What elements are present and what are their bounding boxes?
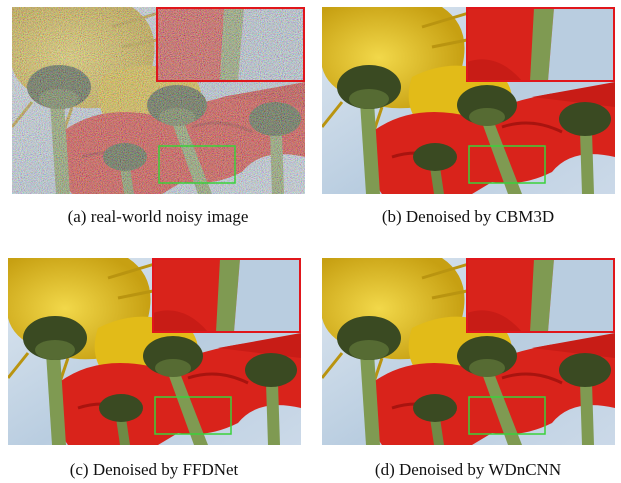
zoom-inset (156, 7, 305, 82)
panel-a (12, 7, 305, 194)
caption-d: (d) Denoised by WDnCNN (374, 460, 562, 479)
roi-box (468, 145, 546, 184)
panel-c (8, 258, 301, 445)
caption-a: (a) real-world noisy image (67, 207, 249, 226)
panel-b (322, 7, 615, 194)
zoom-inset (152, 258, 301, 333)
zoom-inset (466, 258, 615, 333)
zoom-inset (466, 7, 615, 82)
image-wdncnn (322, 258, 615, 445)
caption-b: (b) Denoised by CBM3D (381, 207, 555, 226)
roi-box (158, 145, 236, 184)
image-noisy (12, 7, 305, 194)
caption-c: (c) Denoised by FFDNet (69, 460, 239, 479)
image-ffdnet (8, 258, 301, 445)
image-cbm3d (322, 7, 615, 194)
panel-d (322, 258, 615, 445)
roi-box (154, 396, 232, 435)
roi-box (468, 396, 546, 435)
